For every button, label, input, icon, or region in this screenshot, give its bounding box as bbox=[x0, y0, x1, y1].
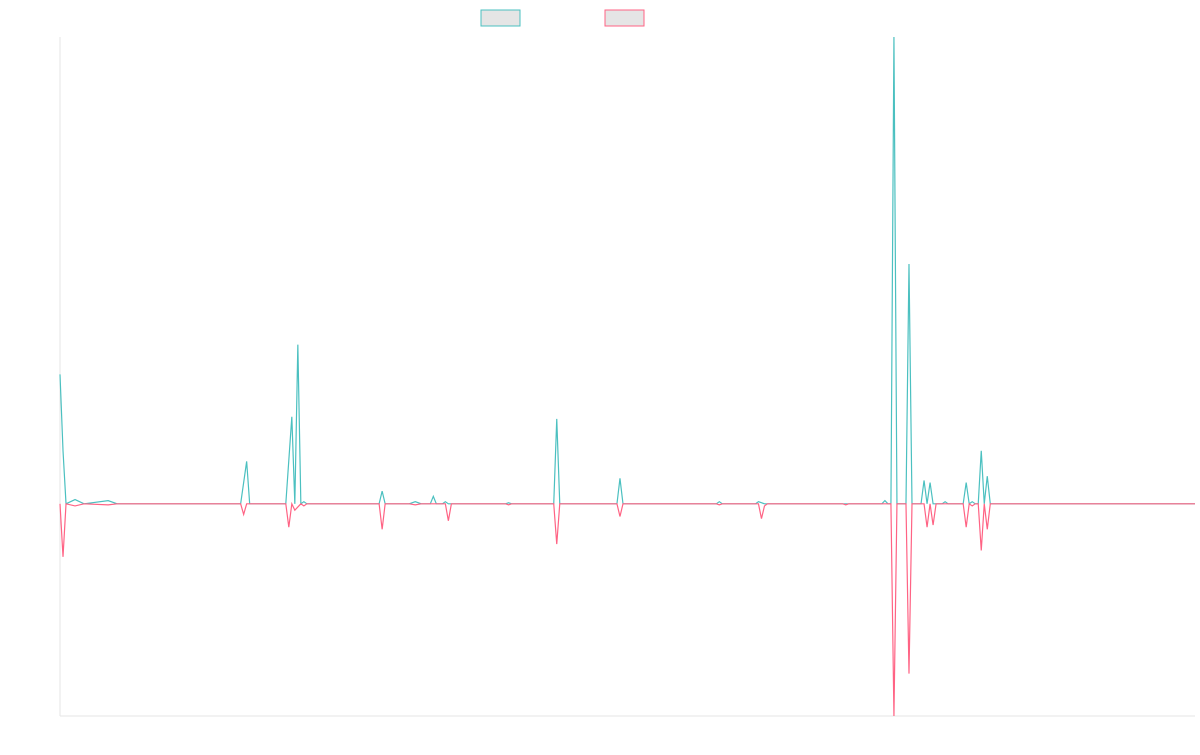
legend-swatch-1[interactable] bbox=[480, 9, 521, 27]
chart-legend bbox=[480, 9, 645, 27]
legend-swatch-2[interactable] bbox=[604, 9, 645, 27]
chart-plot-area bbox=[59, 36, 1195, 717]
chart-axes bbox=[59, 37, 1195, 717]
series-line-1 bbox=[59, 36, 1195, 505]
series-line-2 bbox=[59, 501, 1195, 717]
legend-item-2[interactable] bbox=[604, 9, 645, 27]
legend-item-1[interactable] bbox=[480, 9, 521, 27]
